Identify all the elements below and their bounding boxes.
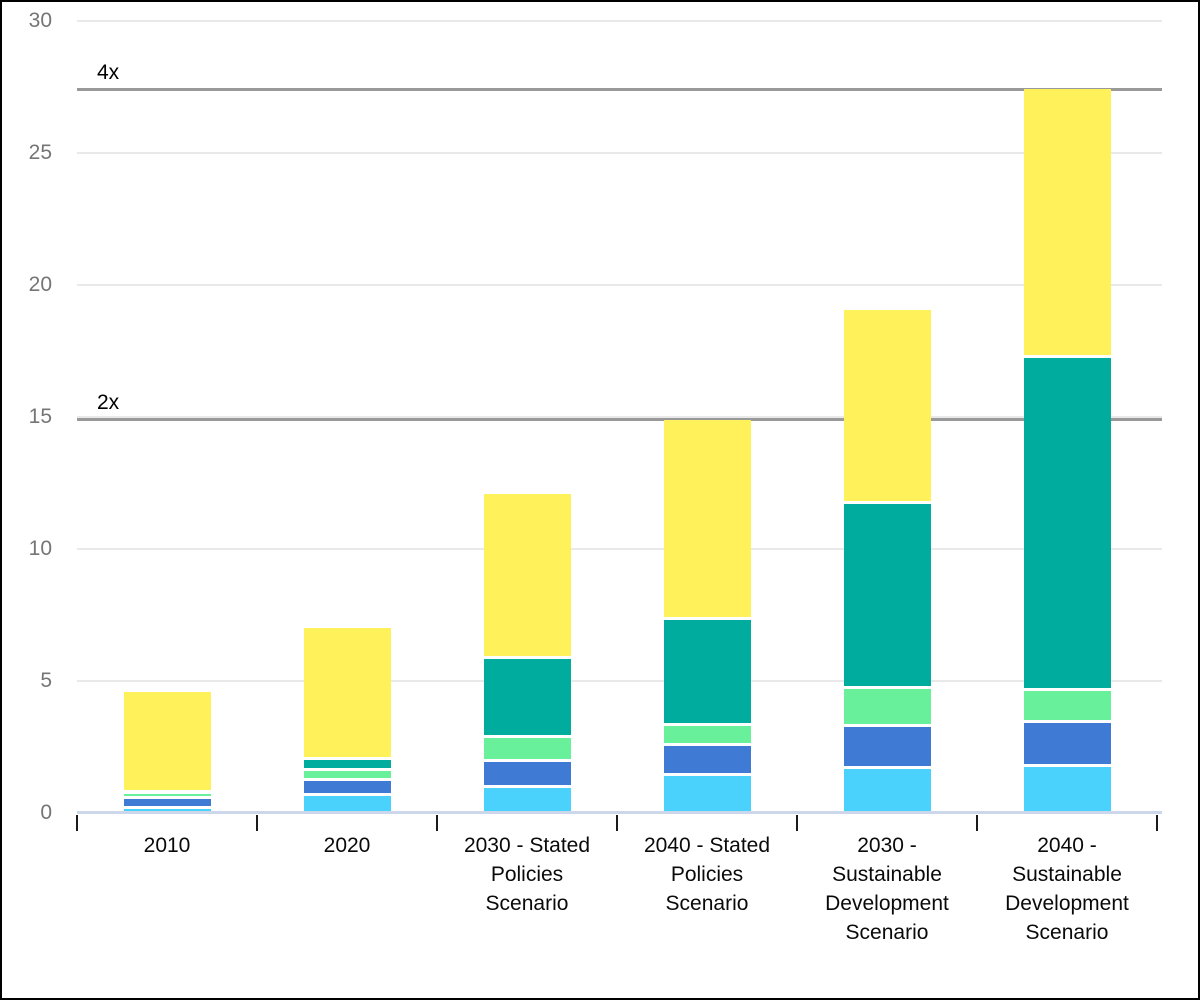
segment-separator bbox=[303, 778, 391, 782]
x-axis-tick bbox=[76, 815, 78, 831]
segment-separator bbox=[1023, 763, 1111, 767]
bar-5-segment-5-yellow bbox=[843, 310, 931, 503]
bar-3-segment-5-yellow bbox=[483, 493, 571, 658]
gridline-5 bbox=[77, 680, 1162, 682]
segment-separator bbox=[123, 805, 211, 809]
x-axis-tick bbox=[976, 815, 978, 831]
segment-separator bbox=[303, 756, 391, 760]
bar-1-segment-3-light-green bbox=[123, 792, 211, 798]
bar-2-segment-2-blue bbox=[303, 779, 391, 795]
annotation-line-4x bbox=[77, 88, 1162, 92]
bar-4-segment-4-teal bbox=[663, 618, 751, 725]
segment-separator bbox=[303, 793, 391, 797]
bar-5-segment-4-teal bbox=[843, 502, 931, 688]
segment-separator bbox=[303, 768, 391, 772]
segment-separator bbox=[663, 723, 751, 727]
y-tick-label-15: 15 bbox=[28, 405, 52, 428]
x-axis-label-6: 2040 - Sustainable Development Scenario bbox=[1005, 834, 1129, 944]
segment-separator bbox=[1023, 688, 1111, 692]
annotation-label-2x: 2x bbox=[97, 390, 120, 414]
bar-2-segment-4-teal bbox=[303, 758, 391, 770]
segment-separator bbox=[843, 686, 931, 690]
segment-separator bbox=[663, 742, 751, 746]
bar-4-segment-5-yellow bbox=[663, 419, 751, 619]
gridline-30 bbox=[77, 20, 1162, 22]
segment-separator bbox=[843, 501, 931, 505]
y-tick-label-25: 25 bbox=[28, 141, 52, 164]
gridline-20 bbox=[77, 284, 1162, 286]
x-axis-label-1: 2010 bbox=[143, 834, 191, 857]
x-axis-tick bbox=[616, 815, 618, 831]
x-axis-label-2: 2020 bbox=[323, 834, 371, 857]
y-tick-label-20: 20 bbox=[28, 273, 52, 296]
bar-6-segment-2-blue bbox=[1023, 721, 1111, 766]
x-axis-tick bbox=[796, 815, 798, 831]
x-axis-tick bbox=[256, 815, 258, 831]
x-axis-label-5: 2030 - Sustainable Development Scenario bbox=[825, 834, 949, 944]
segment-separator bbox=[663, 773, 751, 777]
bar-3-segment-4-teal bbox=[483, 657, 571, 737]
gridline-15 bbox=[77, 416, 1162, 418]
x-axis-baseline bbox=[77, 811, 1162, 814]
bar-2-segment-1-light-blue bbox=[303, 794, 391, 813]
segment-separator bbox=[483, 655, 571, 659]
bar-6-segment-5-yellow bbox=[1023, 89, 1111, 357]
y-tick-label-10: 10 bbox=[28, 537, 52, 560]
y-tick-label-5: 5 bbox=[40, 669, 52, 692]
bar-5-segment-2-blue bbox=[843, 725, 931, 768]
bar-3-segment-1-light-blue bbox=[483, 786, 571, 813]
segment-separator bbox=[1023, 720, 1111, 724]
bar-4-segment-2-blue bbox=[663, 744, 751, 775]
bar-2-segment-3-light-green bbox=[303, 769, 391, 780]
bar-5-segment-1-light-blue bbox=[843, 767, 931, 813]
segment-separator bbox=[843, 766, 931, 770]
segment-separator bbox=[123, 795, 211, 799]
bar-3-segment-3-light-green bbox=[483, 736, 571, 761]
bar-3-segment-2-blue bbox=[483, 760, 571, 787]
segment-separator bbox=[483, 734, 571, 738]
segment-separator bbox=[1023, 354, 1111, 358]
gridline-10 bbox=[77, 548, 1162, 550]
bar-4-segment-1-light-blue bbox=[663, 774, 751, 813]
bar-1-segment-2-blue bbox=[123, 797, 211, 808]
annotation-label-4x: 4x bbox=[97, 60, 120, 84]
bar-5-segment-3-light-green bbox=[843, 687, 931, 726]
segment-separator bbox=[123, 789, 211, 793]
x-axis-tick bbox=[436, 815, 438, 831]
x-axis-tick bbox=[1156, 815, 1158, 831]
gridline-25 bbox=[77, 152, 1162, 154]
annotation-line-2x bbox=[77, 418, 1162, 422]
bar-4-segment-3-light-green bbox=[663, 724, 751, 745]
bar-1-segment-1-light-blue bbox=[123, 807, 211, 813]
x-axis-label-4: 2040 - Stated Policies Scenario bbox=[643, 834, 771, 915]
y-tick-label-0: 0 bbox=[40, 801, 52, 824]
x-axis-label-3: 2030 - Stated Policies Scenario bbox=[463, 834, 591, 915]
segment-separator bbox=[663, 617, 751, 621]
segment-separator bbox=[483, 785, 571, 789]
segment-separator bbox=[483, 758, 571, 762]
bar-1-segment-5-yellow bbox=[123, 691, 211, 792]
y-tick-label-30: 30 bbox=[28, 9, 52, 32]
bar-6-segment-4-teal bbox=[1023, 356, 1111, 690]
bar-2-segment-5-yellow bbox=[303, 628, 391, 759]
segment-separator bbox=[843, 724, 931, 728]
bar-6-segment-3-light-green bbox=[1023, 689, 1111, 722]
bar-6-segment-1-light-blue bbox=[1023, 765, 1111, 813]
plot-area: 2x 4x 2010 2020 2030 - Stated Policies Scena… bbox=[76, 20, 1162, 944]
